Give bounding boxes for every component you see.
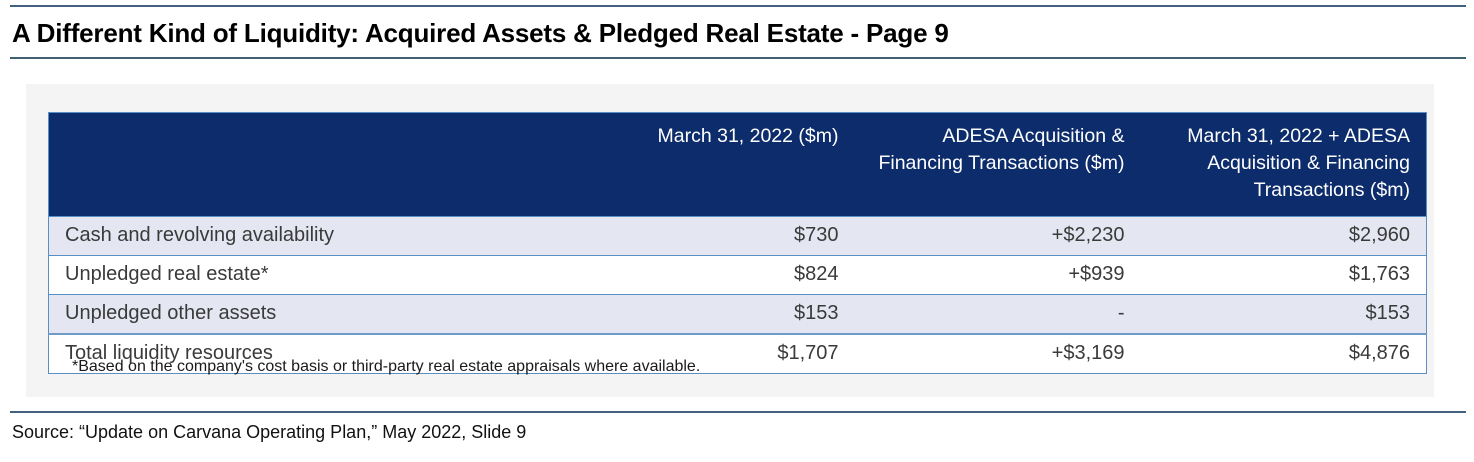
cell-cash-col2: +$2,230 (854, 216, 1141, 256)
column-header-adesa-acquisition: ADESA Acquisition & Financing Transactio… (854, 112, 1141, 217)
row-label-cash-and-revolving-availability: Cash and revolving availability (48, 216, 569, 256)
column-header-combined-line1: March 31, 2022 + ADESA (1187, 125, 1410, 147)
column-header-combined: March 31, 2022 + ADESA Acquisition & Fin… (1140, 112, 1427, 217)
cell-total-col1: $1,707 (568, 333, 855, 374)
table-row: Unpledged real estate* $824 +$939 $1,763 (48, 255, 1427, 295)
row-label-unpledged-other-assets: Unpledged other assets (48, 294, 569, 334)
source-citation: Source: “Update on Carvana Operating Pla… (12, 422, 527, 442)
column-header-march-2022: March 31, 2022 ($m) (568, 112, 855, 217)
cell-other-assets-col2: - (854, 294, 1141, 334)
page-title: A Different Kind of Liquidity: Acquired … (12, 18, 949, 48)
column-header-label (48, 112, 569, 217)
liquidity-table-wrapper: March 31, 2022 ($m) ADESA Acquisition & … (48, 112, 1427, 374)
cell-other-assets-col3: $153 (1140, 294, 1427, 334)
row-label-total-liquidity-resources: Total liquidity resources (48, 333, 569, 374)
row-label-unpledged-real-estate: Unpledged real estate* (48, 255, 569, 295)
bottom-divider-rule (10, 411, 1466, 413)
cell-total-col2: +$3,169 (854, 333, 1141, 374)
table-header: March 31, 2022 ($m) ADESA Acquisition & … (48, 112, 1427, 217)
cell-real-estate-col3: $1,763 (1140, 255, 1427, 295)
liquidity-table: March 31, 2022 ($m) ADESA Acquisition & … (48, 112, 1427, 374)
column-header-adesa-line1: ADESA Acquisition & (942, 125, 1125, 147)
column-header-march-2022-line1: March 31, 2022 ($m) (657, 125, 839, 147)
title-underline-rule (10, 57, 1466, 59)
cell-real-estate-col2: +$939 (854, 255, 1141, 295)
table-body: Cash and revolving availability $730 +$2… (48, 216, 1427, 374)
top-divider-rule (10, 5, 1466, 7)
column-header-combined-line2: Acquisition & Financing (1207, 152, 1410, 174)
column-header-adesa-line2: Financing Transactions ($m) (878, 152, 1125, 174)
table-row: Cash and revolving availability $730 +$2… (48, 216, 1427, 256)
column-header-combined-line3: Transactions ($m) (1253, 179, 1410, 201)
cell-cash-col1: $730 (568, 216, 855, 256)
table-footnote: *Based on the company's cost basis or th… (72, 358, 701, 375)
table-row-total: Total liquidity resources $1,707 +$3,169… (48, 333, 1427, 374)
cell-total-col3: $4,876 (1140, 333, 1427, 374)
cell-cash-col3: $2,960 (1140, 216, 1427, 256)
cell-real-estate-col1: $824 (568, 255, 855, 295)
table-header-row: March 31, 2022 ($m) ADESA Acquisition & … (48, 112, 1427, 217)
table-row: Unpledged other assets $153 - $153 (48, 294, 1427, 334)
cell-other-assets-col1: $153 (568, 294, 855, 334)
table-panel: March 31, 2022 ($m) ADESA Acquisition & … (26, 84, 1434, 397)
